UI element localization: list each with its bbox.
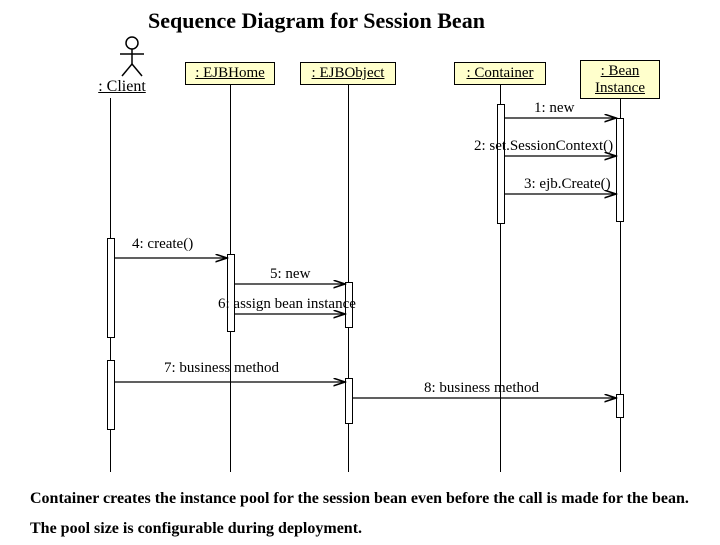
participant-container: : Container [454,62,546,85]
message-m5: 5: new [270,266,310,283]
footer-text: Container creates the instance pool for … [30,484,690,545]
message-m8: 8: business method [424,380,539,397]
actor-client [118,36,146,78]
activation-6 [345,378,353,424]
participant-client-label: : Client [82,78,162,96]
message-m4: 4: create() [132,236,193,253]
message-m1: 1: new [534,100,574,117]
diagram-title: Sequence Diagram for Session Bean [148,8,485,34]
participant-ejbhome: : EJBHome [185,62,275,85]
activation-3 [227,254,235,332]
person-icon [118,36,146,78]
activation-1 [616,118,624,222]
activation-0 [497,104,505,224]
activation-2 [107,238,115,338]
activation-5 [107,360,115,430]
message-m3: 3: ejb.Create() [524,176,611,193]
participant-bean: : Bean Instance [580,60,660,99]
message-m6: 6: assign bean instance [218,296,356,313]
participant-ejbobject: : EJBObject [300,62,396,85]
message-m2: 2: set.SessionContext() [474,138,613,155]
message-m7: 7: business method [164,360,279,377]
activation-7 [616,394,624,418]
